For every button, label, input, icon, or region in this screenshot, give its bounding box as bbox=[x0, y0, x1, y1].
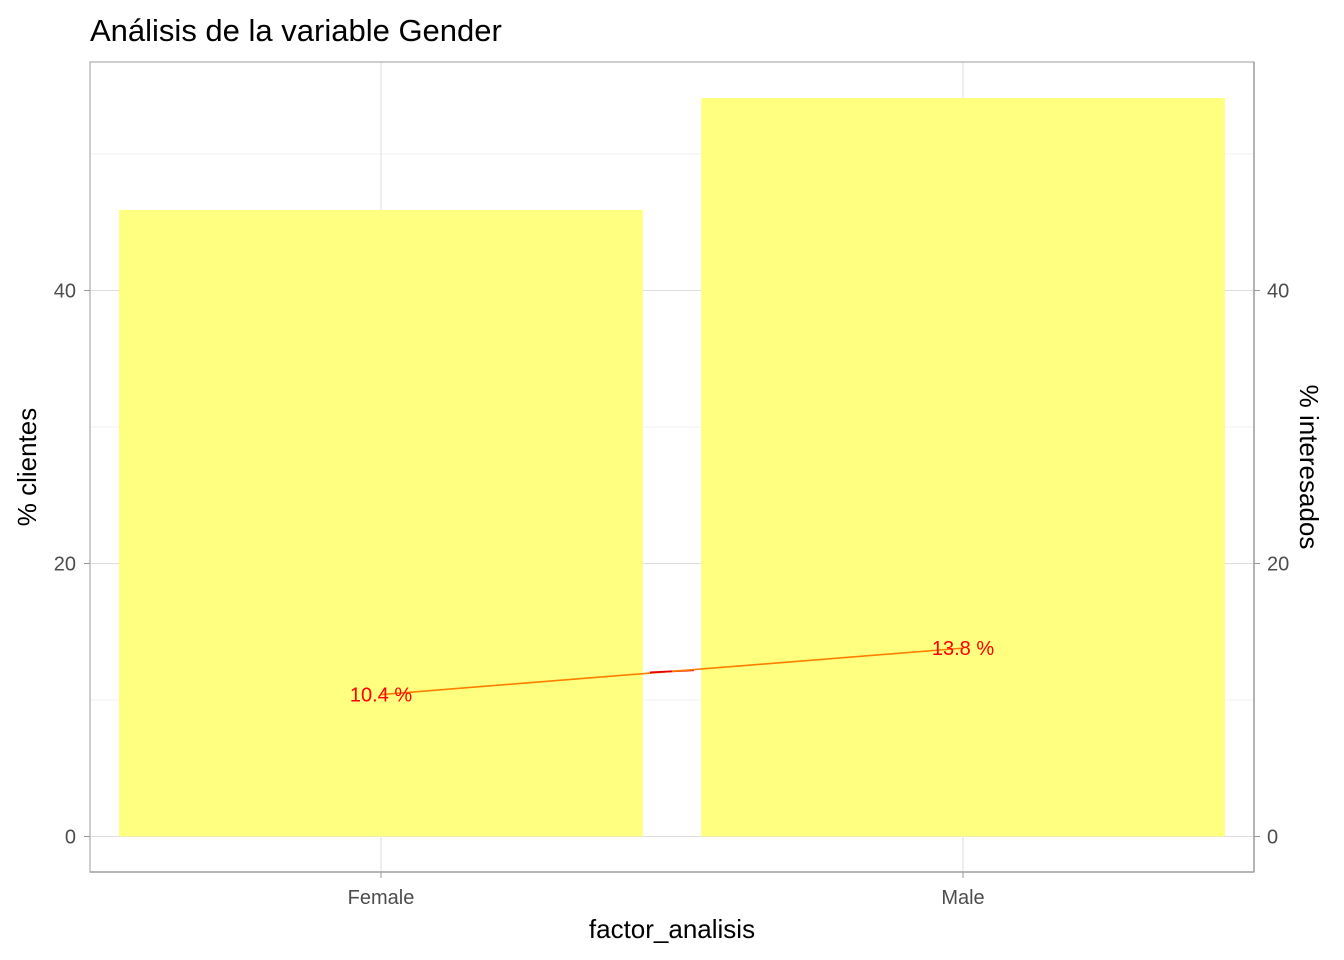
interest-line bbox=[380, 647, 964, 696]
line-segment bbox=[671, 647, 964, 673]
y2-axis-title: % interesados bbox=[1294, 385, 1324, 550]
chart-title: Análisis de la variable Gender bbox=[90, 13, 502, 48]
bar bbox=[701, 98, 1225, 837]
data-label: 13.8 % bbox=[932, 638, 994, 660]
x-tick-label: Female bbox=[348, 887, 415, 909]
y-tick-label: 40 bbox=[54, 281, 76, 303]
data-label: 10.4 % bbox=[350, 685, 412, 707]
y2-tick-label: 20 bbox=[1267, 554, 1289, 576]
y-tick-label: 0 bbox=[65, 827, 76, 849]
bar bbox=[119, 209, 643, 837]
line-segment bbox=[380, 670, 673, 696]
y-axis-title: % clientes bbox=[12, 408, 42, 527]
y2-tick-label: 40 bbox=[1267, 281, 1289, 303]
x-axis-title: factor_analisis bbox=[589, 914, 755, 944]
data-labels: 10.4 % 13.8 % bbox=[350, 638, 994, 706]
x-tick-label: Male bbox=[941, 887, 984, 909]
bars bbox=[119, 98, 1225, 837]
axes: 0 20 40 0 20 40 Female Male bbox=[54, 62, 1289, 909]
y-tick-label: 20 bbox=[54, 554, 76, 576]
y2-tick-label: 0 bbox=[1267, 827, 1278, 849]
